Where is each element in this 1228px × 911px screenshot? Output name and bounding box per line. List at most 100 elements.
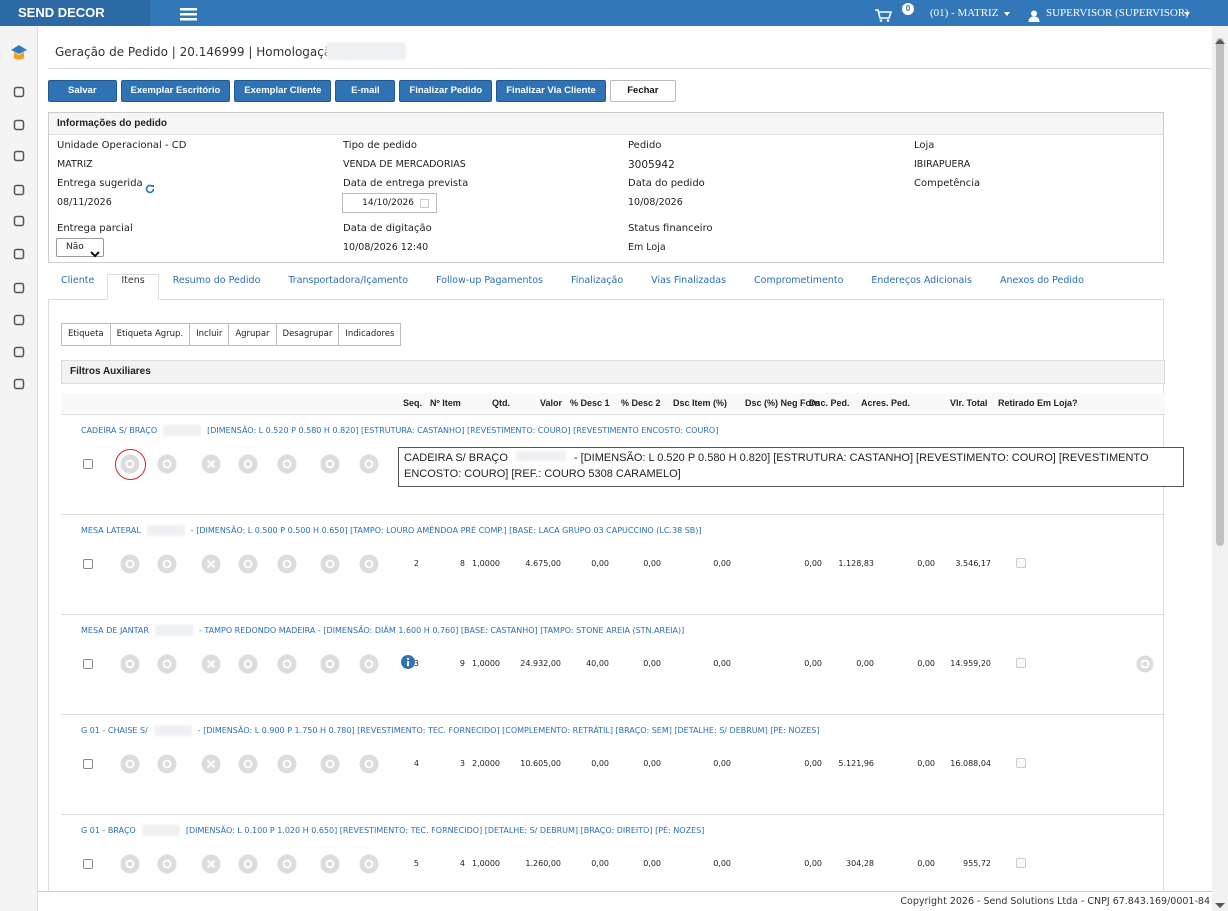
sidebar-icon[interactable] [13, 116, 25, 131]
tab[interactable]: Transportadora/Içamento [288, 275, 409, 286]
item-action[interactable] [238, 654, 258, 674]
action-button[interactable]: Finalizar Pedido [399, 80, 493, 102]
item-action[interactable] [201, 854, 221, 874]
item-action[interactable] [320, 754, 340, 774]
item-action[interactable] [277, 454, 297, 474]
tab[interactable]: Cliente [61, 275, 95, 286]
action-button[interactable]: Exemplar Escritório [120, 80, 231, 102]
item-action[interactable] [157, 654, 177, 674]
sidebar-icon[interactable] [13, 83, 25, 98]
pickup-checkbox[interactable] [1016, 658, 1026, 668]
item-action[interactable] [120, 754, 140, 774]
sidebar-icon[interactable] [13, 212, 25, 227]
cell-value: 1.128,83 [838, 559, 874, 568]
sidebar-icon[interactable] [13, 311, 25, 326]
item-action[interactable] [277, 754, 297, 774]
tab[interactable]: Endereços Adicionais [871, 275, 972, 286]
item-action[interactable] [120, 554, 140, 574]
scrollbar[interactable] [1212, 26, 1228, 911]
scroll-arrow[interactable] [1215, 894, 1225, 908]
tab[interactable]: Comprometimento [754, 275, 844, 286]
logo-icon[interactable] [9, 44, 29, 62]
filters-bar[interactable]: Filtros Auxiliares [61, 360, 1165, 384]
item-name: MESA LATERAL [81, 526, 141, 535]
item-action[interactable] [359, 754, 379, 774]
row-action[interactable] [1136, 655, 1154, 673]
select-input[interactable]: Não [56, 238, 104, 258]
item-action[interactable] [201, 754, 221, 774]
scroll-arrow[interactable] [1215, 29, 1225, 44]
store-selector[interactable]: (01) - MATRIZ [930, 7, 999, 19]
item-action[interactable] [277, 554, 297, 574]
icon-part [1215, 39, 1225, 44]
cell-value: 16.088,04 [950, 759, 991, 768]
item-action[interactable] [201, 554, 221, 574]
row-checkbox[interactable] [83, 659, 93, 669]
tab-content [48, 299, 1164, 899]
sidebar-icon[interactable] [13, 343, 25, 358]
pickup-checkbox[interactable] [1016, 558, 1026, 568]
toolbar-button[interactable]: Incluir [190, 323, 230, 346]
tab[interactable]: Anexos do Pedido [999, 275, 1084, 286]
calendar-icon [420, 199, 429, 208]
row-checkbox[interactable] [83, 859, 93, 869]
item-action[interactable] [238, 754, 258, 774]
tab[interactable]: Follow-up Pagamentos [436, 275, 543, 286]
item-action[interactable] [120, 854, 140, 874]
action-button[interactable]: Salvar [48, 80, 117, 102]
date-input[interactable]: 14/10/2026 [342, 193, 437, 213]
item-action[interactable] [157, 754, 177, 774]
tab[interactable]: Vias Finalizadas [651, 275, 727, 286]
pickup-checkbox[interactable] [1016, 858, 1026, 868]
item-name: G 01 - BRAÇO [81, 826, 136, 835]
sidebar-icon[interactable] [13, 375, 25, 390]
sidebar-icon[interactable] [13, 245, 25, 260]
item-action[interactable] [277, 654, 297, 674]
menu-toggle[interactable] [180, 6, 197, 21]
item-action[interactable] [359, 854, 379, 874]
item-action[interactable] [277, 854, 297, 874]
row-checkbox[interactable] [83, 459, 93, 469]
item-action[interactable] [201, 654, 221, 674]
action-button[interactable]: E-mail [335, 80, 396, 102]
toolbar-button[interactable]: Etiqueta Agrup. [110, 323, 191, 346]
item-details: - TAMPO REDONDO MADEIRA - [DIMENSÃO: DIÂ… [198, 626, 685, 635]
toolbar-button[interactable]: Indicadores [339, 323, 402, 346]
refresh-icon[interactable] [145, 179, 155, 194]
item-action[interactable] [157, 554, 177, 574]
tab[interactable]: Finalização [570, 275, 624, 286]
item-action[interactable] [238, 854, 258, 874]
icon-part [243, 459, 253, 469]
toolbar-button[interactable]: Agrupar [229, 323, 277, 346]
sidebar-icon[interactable] [13, 279, 25, 294]
scroll-thumb[interactable] [1216, 38, 1224, 546]
item-action[interactable] [359, 654, 379, 674]
pickup-checkbox[interactable] [1016, 758, 1026, 768]
item-action[interactable] [157, 854, 177, 874]
sidebar-icon[interactable] [13, 181, 25, 196]
info-icon[interactable] [401, 654, 415, 669]
item-action[interactable] [320, 454, 340, 474]
action-button[interactable]: Exemplar Cliente [234, 80, 332, 102]
cart-icon[interactable] [874, 7, 893, 22]
action-button[interactable]: Fechar [609, 80, 676, 102]
item-action[interactable] [120, 654, 140, 674]
action-button[interactable]: Finalizar Via Cliente [496, 80, 606, 102]
item-action[interactable] [157, 454, 177, 474]
item-action[interactable] [359, 554, 379, 574]
sidebar-icon[interactable] [13, 147, 25, 162]
item-action[interactable] [359, 454, 379, 474]
tab[interactable]: Resumo do Pedido [172, 275, 261, 286]
toolbar-button[interactable]: Desagrupar [276, 323, 340, 346]
item-action[interactable] [320, 654, 340, 674]
item-action[interactable] [201, 454, 221, 474]
item-action[interactable] [320, 854, 340, 874]
row-checkbox[interactable] [83, 759, 93, 769]
toolbar-button[interactable]: Etiqueta [61, 323, 111, 346]
item-action[interactable] [238, 554, 258, 574]
user-menu[interactable]: SUPERVISOR (SUPERVISOR) [1046, 7, 1189, 19]
tab-active[interactable]: Itens [107, 274, 159, 300]
item-action[interactable] [320, 554, 340, 574]
row-checkbox[interactable] [83, 559, 93, 569]
item-action[interactable] [238, 454, 258, 474]
